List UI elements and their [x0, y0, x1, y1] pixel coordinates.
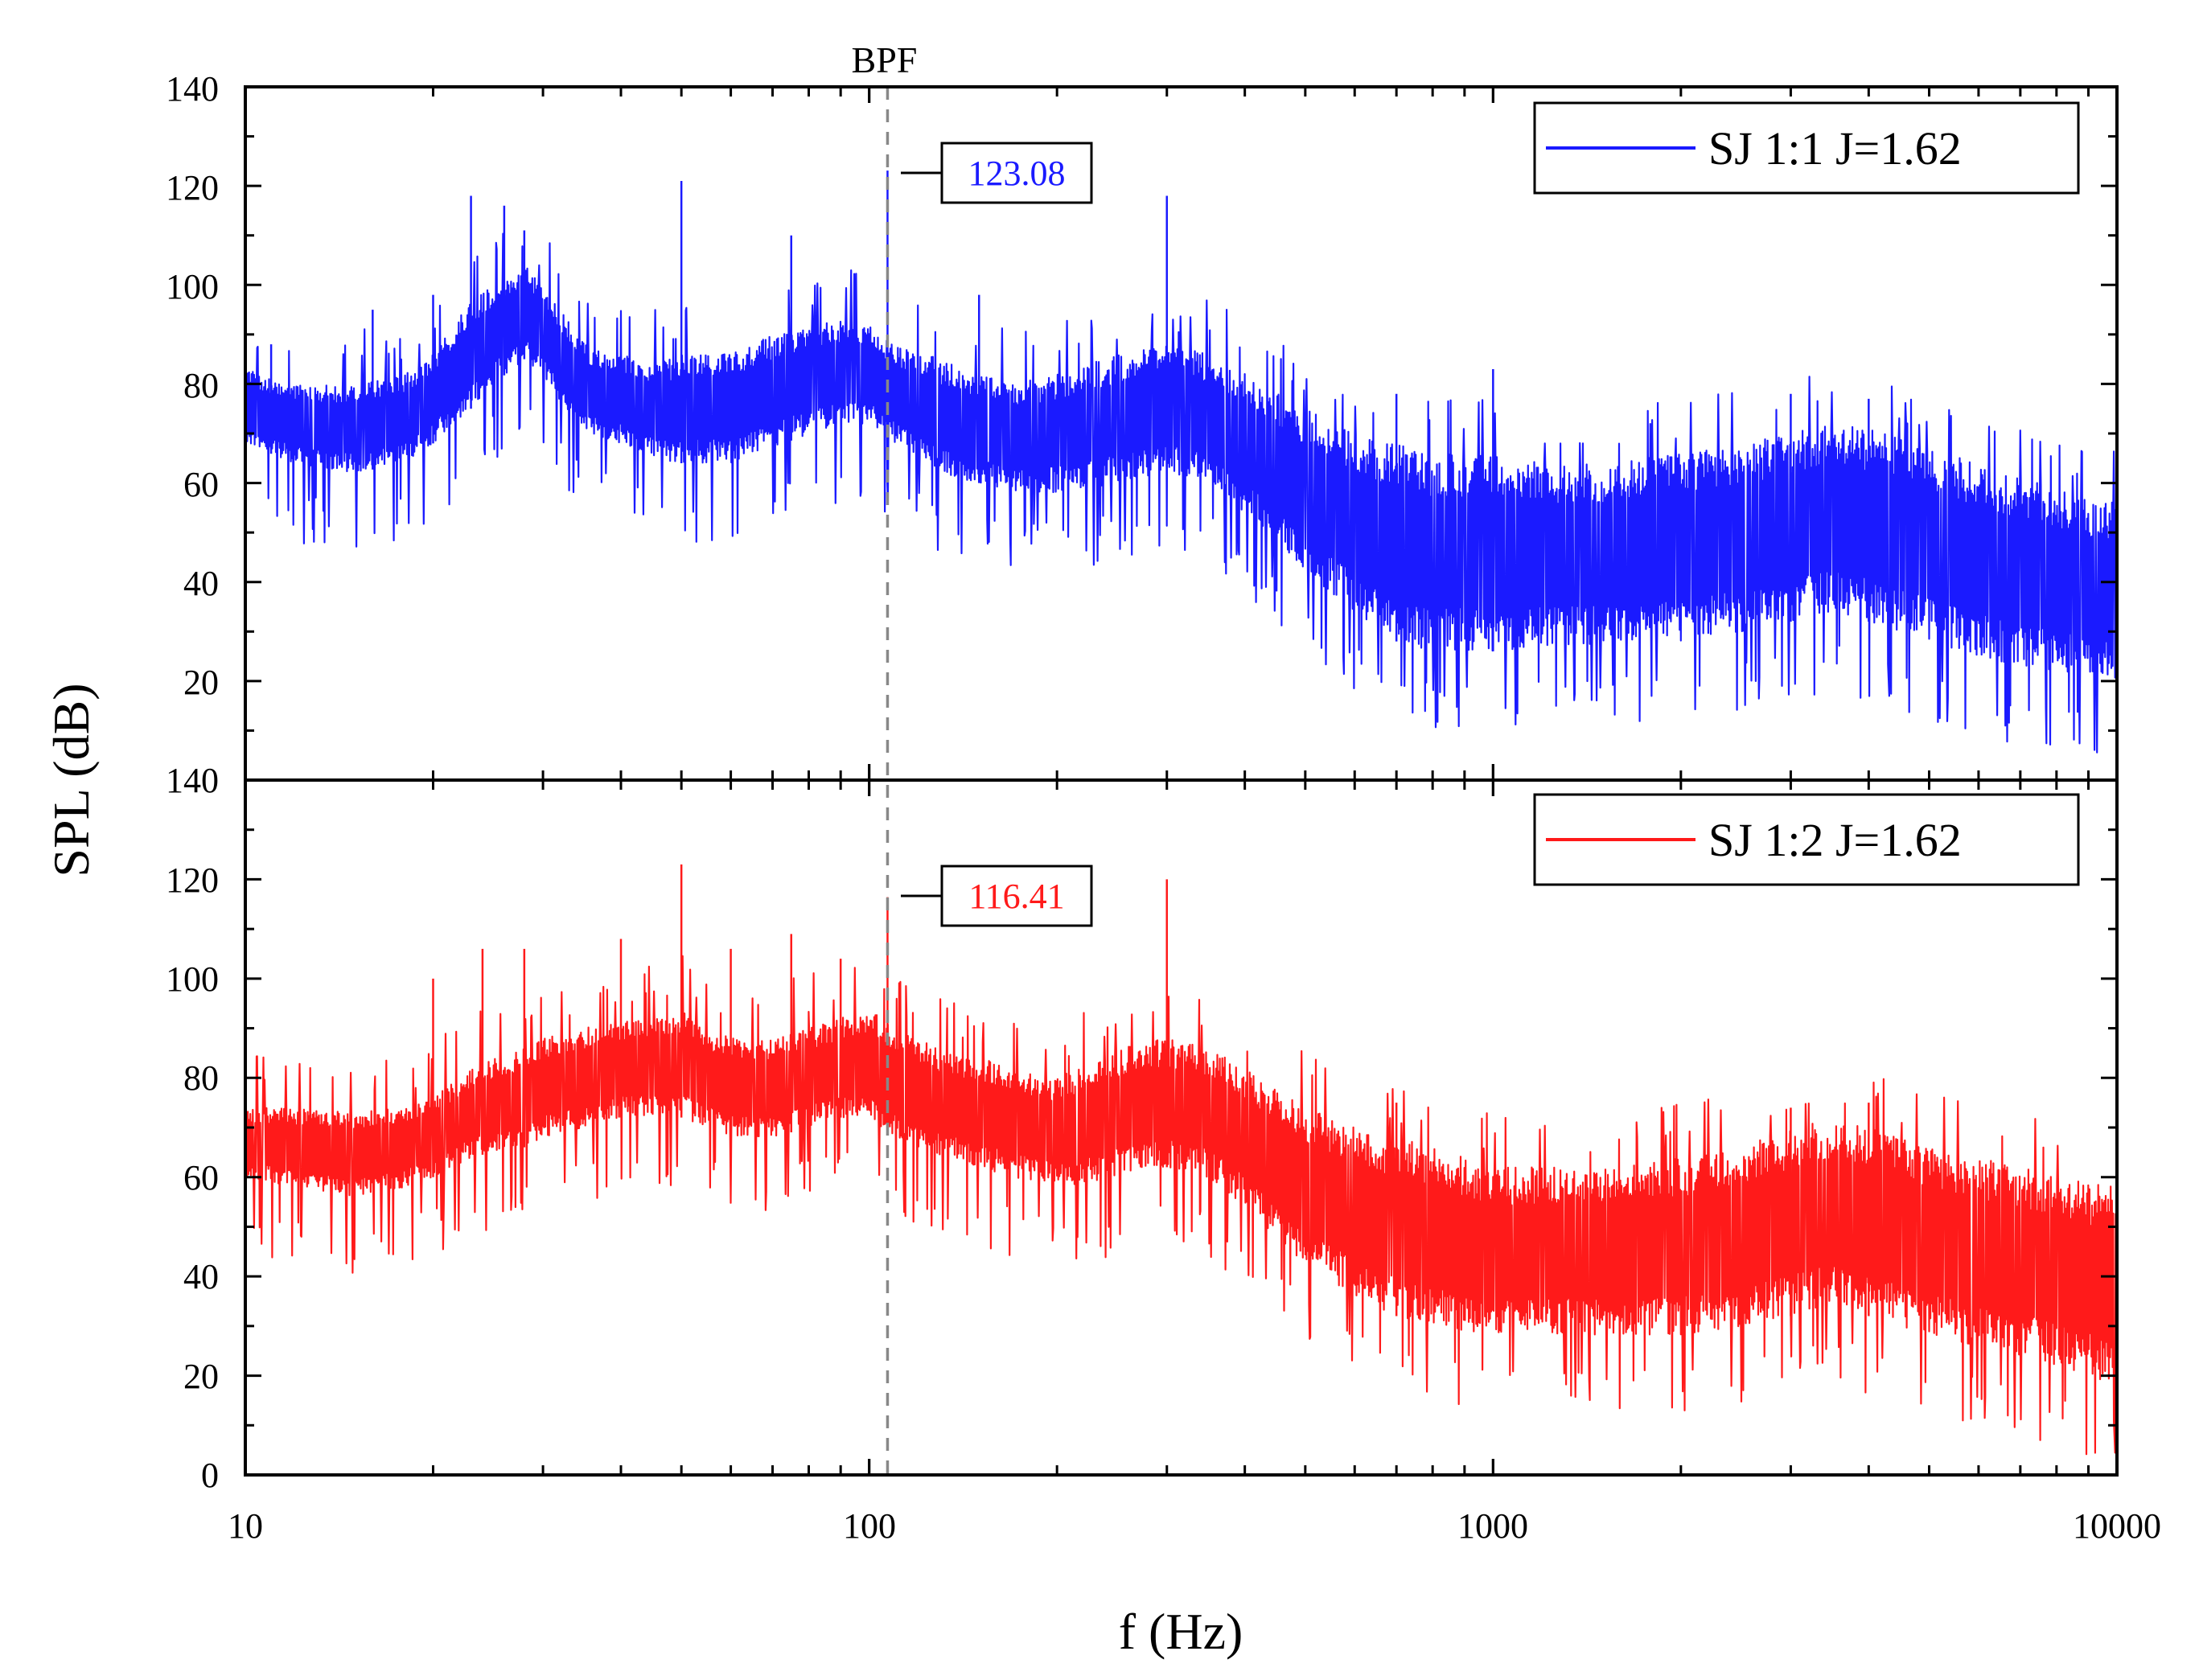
- bottom-y-tick-labels: 0 20 40 60 80 100 120 140: [166, 761, 219, 1495]
- legend-label: SJ 1:1 J=1.62: [1708, 122, 1962, 175]
- peak-value-label: 123.08: [968, 154, 1066, 193]
- y-tick-label: 40: [183, 1257, 219, 1296]
- y-tick-label: 100: [166, 959, 219, 999]
- series-line: [245, 232, 2117, 754]
- x-tick-labels: 10 100 1000 10000: [228, 1506, 2161, 1546]
- y-tick-label: 140: [166, 69, 219, 109]
- y-tick-label: 60: [183, 1158, 219, 1197]
- peak-label-box: [940, 865, 1093, 927]
- y-tick-label: 80: [183, 366, 219, 405]
- y-tick-label: 80: [183, 1058, 219, 1098]
- peak-annotation-top: 123.08: [901, 142, 1093, 204]
- x-tick-label: 100: [843, 1506, 896, 1546]
- x-tick-label: 10000: [2073, 1506, 2161, 1546]
- x-tick-label: 10: [228, 1506, 263, 1546]
- top-y-tick-labels: 20 40 60 80 100 120 140: [166, 69, 219, 702]
- y-tick-label: 140: [166, 761, 219, 800]
- bottom-panel-frame: [244, 778, 2119, 1477]
- peak-label-box: [940, 142, 1093, 204]
- bpf-label: BPF: [852, 39, 918, 80]
- legend-box: [1533, 101, 2080, 195]
- series-sj-1-2-trace: [245, 864, 2117, 1456]
- legend-top: SJ 1:1 J=1.62: [1533, 101, 2080, 195]
- y-tick-label: 100: [166, 267, 219, 306]
- series-sj-1-1-trace: [245, 170, 2117, 754]
- y-tick-label: 20: [183, 663, 219, 702]
- y-tick-label: 20: [183, 1357, 219, 1396]
- peak-annotation-bottom: 116.41: [901, 865, 1093, 927]
- peak-value-label: 116.41: [968, 877, 1064, 916]
- y-tick-label: 120: [166, 168, 219, 207]
- legend-label: SJ 1:2 J=1.62: [1708, 814, 1962, 866]
- y-tick-label: 40: [183, 564, 219, 603]
- legend-bottom: SJ 1:2 J=1.62: [1533, 793, 2080, 886]
- y-tick-label: 120: [166, 861, 219, 900]
- y-tick-label: 60: [183, 465, 219, 504]
- y-tick-label: 0: [201, 1456, 219, 1495]
- x-axis-title: f (Hz): [1119, 1603, 1243, 1660]
- series-line: [245, 955, 2117, 1456]
- x-tick-label: 1000: [1457, 1506, 1528, 1546]
- y-axis-title: SPL (dB): [43, 683, 100, 877]
